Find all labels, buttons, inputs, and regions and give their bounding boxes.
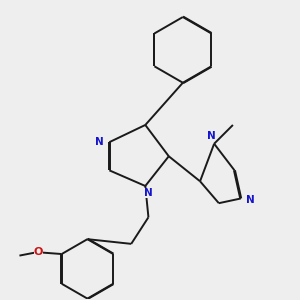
Text: O: O [34, 248, 43, 257]
Text: N: N [246, 195, 255, 205]
Text: N: N [207, 131, 215, 141]
Text: N: N [95, 137, 104, 147]
Text: N: N [144, 188, 153, 198]
